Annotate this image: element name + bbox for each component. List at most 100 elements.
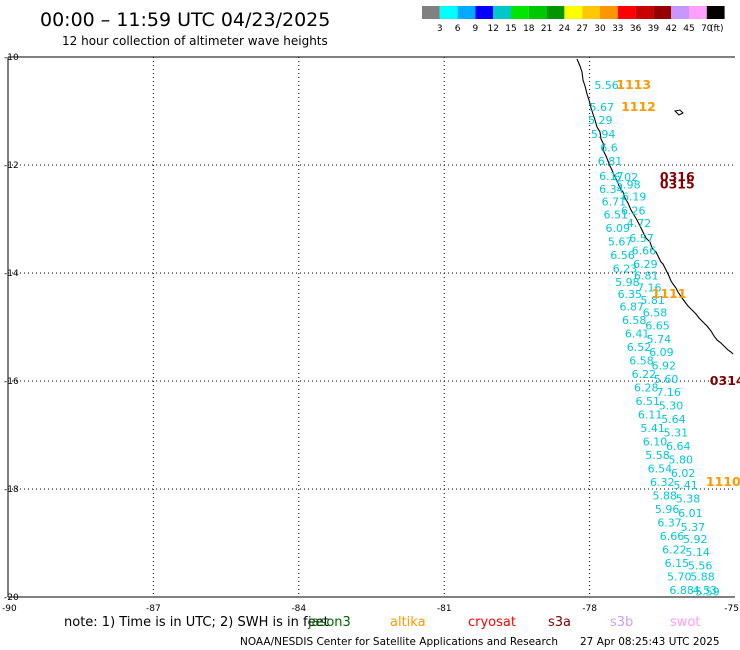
- note-text: note: 1) Time is in UTC; 2) SWH is in fe…: [64, 615, 329, 630]
- swh-value: 5.74: [647, 333, 672, 346]
- swh-value: 6.26: [621, 204, 646, 217]
- swh-value: 6.22: [662, 543, 687, 556]
- chart-subtitle: 12 hour collection of altimeter wave hei…: [62, 34, 328, 48]
- swh-value: 6.15: [665, 557, 690, 570]
- swh-value: 6.09: [649, 346, 674, 359]
- colorbar-label: 9: [473, 24, 479, 34]
- swh-value: 6.17: [599, 170, 624, 183]
- y-tick-label: -10: [4, 53, 19, 63]
- colorbar-swatch: [671, 6, 689, 19]
- swh-value: 6.32: [650, 476, 675, 489]
- swh-value: 5.67: [589, 101, 614, 114]
- colorbar-unit: (ft): [710, 24, 724, 34]
- pass-time-label: 1113: [616, 77, 651, 92]
- y-tick-label: -14: [4, 269, 19, 279]
- coastline: [576, 58, 734, 355]
- colorbar-swatch: [600, 6, 618, 19]
- colorbar-label: 3: [437, 24, 443, 34]
- swh-value: 6.35: [618, 288, 643, 301]
- satellite-legend: jason3 altika cryosat s3a s3b swot: [307, 615, 700, 630]
- swh-value: 5.60: [654, 373, 679, 386]
- swh-value: 6.58: [643, 306, 668, 319]
- satellite-legend-item: swot: [670, 615, 700, 630]
- swh-value: 6.41: [625, 327, 650, 340]
- swh-value: 5.37: [681, 521, 706, 534]
- x-tick-label: -90: [2, 604, 17, 614]
- swh-value: 6.51: [636, 395, 661, 408]
- swh-value: 6.37: [657, 516, 682, 529]
- colorbar-swatch: [689, 6, 707, 19]
- colorbar-swatch: [546, 6, 565, 19]
- footer-timestamp: 27 Apr 08:25:43 UTC 2025: [580, 636, 720, 648]
- colorbar-swatch: [653, 6, 672, 19]
- island-outline: [673, 109, 684, 116]
- swh-value: 5.88: [652, 489, 677, 502]
- colorbar-swatch: [564, 6, 583, 19]
- swh-value: 6.6: [600, 142, 618, 155]
- swh-value: 6.34: [599, 183, 624, 196]
- swh-value: 4.72: [627, 217, 652, 230]
- satellite-legend-item: s3b: [610, 615, 633, 630]
- swh-value: 6.87: [620, 300, 645, 313]
- swh-value: 6.88: [669, 584, 694, 597]
- swh-value: 6.11: [638, 408, 663, 421]
- swh-value: 5.70: [667, 570, 692, 583]
- swh-value: 6.92: [652, 359, 677, 372]
- colorbar-label: 18: [523, 24, 535, 34]
- x-tick-label: -81: [437, 604, 452, 614]
- colorbar-swatch: [635, 6, 654, 19]
- swh-value: 6.23: [613, 263, 638, 276]
- colorbar-swatch: [706, 6, 725, 19]
- swh-value: 6.64: [666, 440, 691, 453]
- colorbar-swatch: [475, 6, 494, 19]
- swh-value: 6.66: [632, 244, 657, 257]
- swh-value: 6.28: [634, 381, 659, 394]
- satellite-legend-item: cryosat: [468, 615, 516, 630]
- swh-value: 6.02: [671, 467, 696, 480]
- colorbar-label: 70: [701, 24, 713, 34]
- swh-value: 6.51: [604, 209, 629, 222]
- colorbar-swatch: [493, 6, 511, 19]
- swh-value: 6.29: [633, 258, 658, 271]
- colorbar-label: 12: [487, 24, 498, 34]
- colorbar-label: 6: [455, 24, 461, 34]
- y-tick-label: -18: [4, 485, 19, 495]
- swh-value: 5.81: [640, 294, 665, 307]
- swh-value: 6.22: [632, 368, 657, 381]
- swh-value: 4.53: [693, 584, 718, 597]
- axes: -90 -87 -84 -81 -78 -75 -10 -12 -14 -16 -18 -20: [2, 53, 739, 614]
- colorbar-label: 21: [541, 24, 552, 34]
- swh-value: 5.98: [615, 276, 640, 289]
- pass-time-label: 1110: [706, 474, 740, 489]
- swh-labels: 5.565.675.295.946.66.816.176.025.986.346…: [588, 79, 720, 599]
- swh-value: 5.29: [588, 114, 613, 127]
- swh-value: 6.10: [643, 435, 668, 448]
- swh-value: 5.14: [685, 546, 710, 559]
- colorbar-label: 30: [594, 24, 606, 34]
- swh-value: 6.57: [629, 232, 654, 245]
- swh-value: 6.58: [629, 354, 654, 367]
- colorbar-label: 36: [630, 24, 642, 34]
- swh-value: 5.56: [688, 560, 713, 573]
- swh-value: 6.81: [634, 270, 659, 283]
- colorbar: 3 6 9 12 15 18 21 24 27 30 33 36 39 42 45 70: [422, 6, 725, 34]
- swh-value: 5.92: [683, 533, 708, 546]
- colorbar-swatch: [617, 6, 636, 19]
- swh-value: 6.09: [605, 222, 630, 235]
- x-tick-label: -87: [146, 604, 161, 614]
- swh-value: 5.80: [668, 453, 693, 466]
- x-tick-label: -78: [582, 604, 597, 614]
- swh-value: 6.56: [610, 249, 635, 262]
- pass-time-label: 0314: [710, 373, 740, 388]
- swh-value: 5.96: [655, 503, 680, 516]
- x-tick-label: -84: [291, 604, 306, 614]
- pass-time-label: 1112: [621, 99, 656, 114]
- swh-value: 7.16: [637, 282, 662, 295]
- colorbar-swatch: [457, 6, 476, 19]
- colorbar-label: 24: [559, 24, 571, 34]
- pass-time-label: 0316: [660, 169, 695, 184]
- swh-value: 5.38: [676, 493, 701, 506]
- satellite-legend-item: jason3: [307, 615, 351, 630]
